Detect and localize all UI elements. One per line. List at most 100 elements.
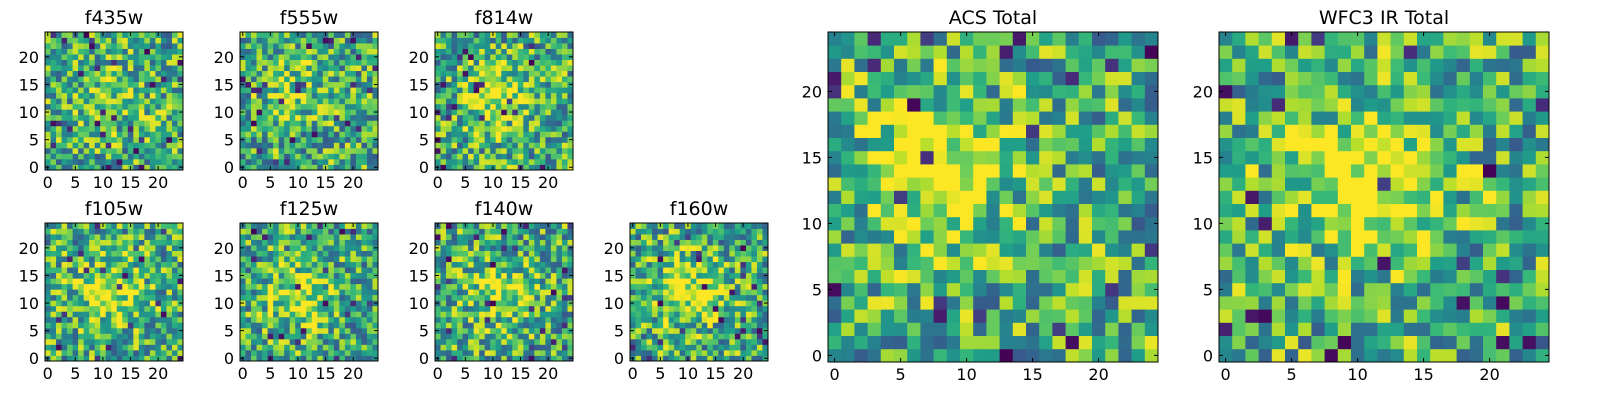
heatmap-cell bbox=[328, 322, 335, 329]
heatmap-cell bbox=[567, 344, 574, 351]
heatmap-cell bbox=[267, 283, 274, 290]
heatmap-cell bbox=[440, 223, 447, 229]
heatmap-cell bbox=[245, 267, 252, 274]
heatmap-cell bbox=[138, 300, 145, 307]
heatmap-cell bbox=[534, 32, 541, 38]
heatmap-cell bbox=[707, 261, 714, 268]
heatmap-cell bbox=[171, 131, 178, 138]
heatmap-cell bbox=[435, 316, 441, 323]
heatmap-cell bbox=[166, 76, 173, 83]
heatmap-cell bbox=[1144, 296, 1159, 310]
heatmap-cell bbox=[1012, 256, 1027, 270]
heatmap-cell bbox=[328, 267, 335, 274]
heatmap-cell bbox=[278, 333, 285, 340]
heatmap-cell bbox=[295, 322, 302, 329]
heatmap-cell bbox=[723, 294, 730, 301]
heatmap-cell bbox=[495, 333, 502, 340]
heatmap-cell bbox=[567, 333, 574, 340]
heatmap-cell bbox=[89, 98, 96, 105]
heatmap-cell bbox=[561, 120, 568, 127]
heatmap-cell bbox=[311, 142, 318, 149]
heatmap-cell bbox=[333, 120, 340, 127]
heatmap-cell bbox=[317, 267, 324, 274]
heatmap-cell bbox=[333, 92, 340, 99]
heatmap-cell bbox=[484, 103, 491, 110]
heatmap-cell bbox=[685, 300, 692, 307]
heatmap-cell bbox=[657, 272, 664, 279]
heatmap-cell bbox=[723, 256, 730, 263]
heatmap-cell bbox=[501, 272, 508, 279]
heatmap-cell bbox=[171, 142, 178, 149]
heatmap-cell bbox=[311, 125, 318, 132]
heatmap-cell bbox=[468, 327, 475, 334]
heatmap-cell bbox=[734, 338, 741, 345]
heatmap-cell bbox=[550, 239, 557, 246]
heatmap-cell bbox=[83, 283, 90, 290]
heatmap-cell bbox=[630, 338, 636, 345]
heatmap-cell bbox=[111, 261, 118, 268]
heatmap-cell bbox=[284, 147, 291, 154]
heatmap-cell bbox=[479, 142, 486, 149]
heatmap-cell bbox=[506, 344, 513, 351]
heatmap-cell bbox=[457, 92, 463, 99]
heatmap-cell bbox=[144, 87, 151, 94]
heatmap-cell bbox=[1092, 335, 1106, 350]
heatmap-cell bbox=[561, 37, 568, 44]
heatmap-cell bbox=[240, 316, 246, 323]
heatmap-cell bbox=[61, 223, 68, 229]
heatmap-cell bbox=[729, 338, 736, 345]
heatmap-cell bbox=[278, 300, 285, 307]
heatmap-cell bbox=[61, 250, 68, 257]
heatmap-cell bbox=[451, 311, 458, 318]
heatmap-cell bbox=[89, 272, 96, 279]
heatmap-cell bbox=[160, 125, 167, 132]
heatmap-cell bbox=[295, 120, 302, 127]
heatmap-cell bbox=[920, 203, 934, 218]
heatmap-cell bbox=[105, 223, 112, 229]
heatmap-cell bbox=[517, 283, 524, 290]
heatmap-cell bbox=[138, 349, 145, 356]
heatmap-cell bbox=[116, 48, 123, 55]
heatmap-cell bbox=[160, 333, 167, 340]
heatmap-cell bbox=[171, 355, 178, 362]
heatmap-cell bbox=[668, 322, 675, 329]
heatmap-cell bbox=[696, 333, 703, 340]
heatmap-cell bbox=[630, 278, 636, 285]
heatmap-cell bbox=[256, 65, 263, 72]
heatmap-cell bbox=[355, 223, 362, 229]
heatmap-cell bbox=[56, 289, 62, 296]
heatmap-cell bbox=[138, 305, 145, 312]
heatmap-cell bbox=[663, 338, 670, 345]
heatmap-cell bbox=[289, 256, 296, 263]
heatmap-cell bbox=[512, 327, 519, 334]
heatmap-cell bbox=[133, 223, 140, 229]
heatmap-cell bbox=[122, 103, 129, 110]
heatmap-cell bbox=[534, 131, 541, 138]
heatmap-cell bbox=[512, 164, 519, 171]
heatmap-cell bbox=[933, 309, 948, 323]
heatmap-cell bbox=[273, 158, 280, 165]
heatmap-cell bbox=[366, 37, 373, 44]
heatmap-cell bbox=[83, 272, 90, 279]
heatmap-cell bbox=[490, 125, 497, 132]
heatmap-cell bbox=[50, 239, 57, 246]
heatmap-cell bbox=[355, 147, 362, 154]
heatmap-cell bbox=[894, 177, 908, 191]
heatmap-cell bbox=[446, 245, 452, 251]
heatmap-cell bbox=[127, 98, 134, 105]
heatmap-cell bbox=[462, 131, 469, 138]
heatmap-cell bbox=[517, 153, 524, 160]
heatmap-cell bbox=[550, 120, 557, 127]
heatmap-cell bbox=[479, 48, 486, 55]
heatmap-cell bbox=[317, 239, 324, 246]
heatmap-cell bbox=[306, 43, 313, 49]
heatmap-cell bbox=[300, 278, 307, 285]
heatmap-cell bbox=[278, 158, 285, 165]
heatmap-cell bbox=[256, 120, 263, 127]
heatmap-cell bbox=[155, 245, 162, 251]
heatmap-cell bbox=[446, 109, 452, 116]
heatmap-cell bbox=[828, 335, 842, 350]
heatmap-cell bbox=[495, 283, 502, 290]
heatmap-cell bbox=[920, 190, 934, 204]
heatmap-cell bbox=[366, 300, 373, 307]
